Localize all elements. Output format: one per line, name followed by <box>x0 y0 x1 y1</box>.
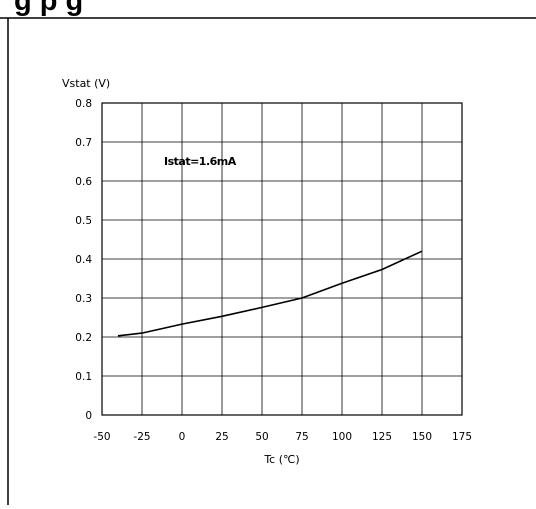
y-tick-label: 0.6 <box>75 176 92 188</box>
y-tick-label: 0 <box>85 410 92 422</box>
header-text: g p g <box>14 0 84 17</box>
y-axis-label: Vstat (V) <box>62 77 110 90</box>
y-tick-label: 0.1 <box>75 371 92 383</box>
x-tick-label: 0 <box>179 431 186 443</box>
y-tick-label: 0.4 <box>75 254 92 266</box>
y-tick-label: 0.2 <box>75 332 92 344</box>
series-line <box>117 250 423 337</box>
tick-labels: -50 -25 0 25 50 75 100 125 150 175 0 0.1 0.2 0.3 0.4 0.… <box>75 98 472 443</box>
x-tick-label: 125 <box>372 431 392 443</box>
plot-area-border <box>101 102 463 416</box>
x-tick-label: 150 <box>412 431 432 443</box>
x-tick-label: 175 <box>452 431 472 443</box>
x-tick-label: 100 <box>332 431 352 443</box>
x-tick-label: 50 <box>255 431 268 443</box>
y-tick-label: 0.5 <box>75 215 92 227</box>
x-tick-label: -50 <box>93 431 110 443</box>
y-tick-label: 0.7 <box>75 137 92 149</box>
annotation-label: Istat=1.6mA <box>164 155 237 168</box>
x-tick-label: 75 <box>295 431 308 443</box>
y-tick-label: 0.3 <box>75 293 92 305</box>
y-tick-label: 0.8 <box>75 98 92 110</box>
grid-layer <box>101 102 463 416</box>
x-tick-label: -25 <box>133 431 150 443</box>
x-axis-label: Tc (℃) <box>263 453 299 466</box>
x-tick-label: 25 <box>215 431 228 443</box>
